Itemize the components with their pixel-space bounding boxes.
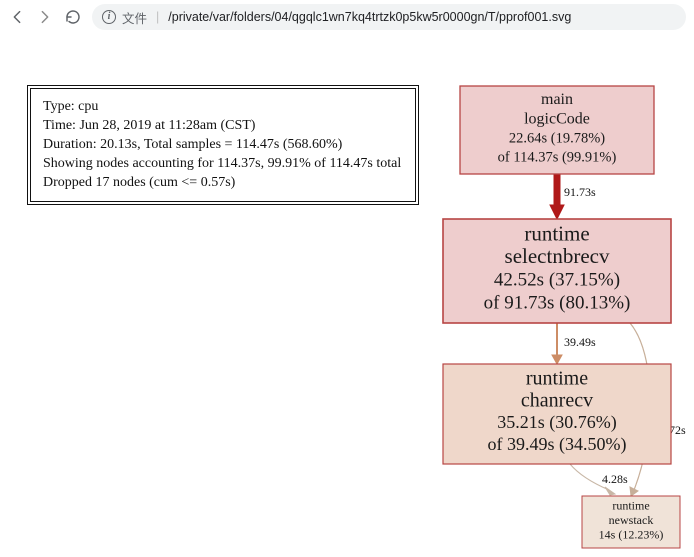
edge-label: 91.73s [564,185,596,199]
node-line: runtime [524,221,589,245]
edge-e4: 4.28s [570,464,628,495]
node-line: 22.64s (19.78%) [509,130,605,146]
node-chanrecv[interactable]: runtimechanrecv35.21s (30.76%)of 39.49s … [443,364,671,464]
url-separator: | [156,10,159,24]
node-line: runtime [612,499,649,513]
reload-button[interactable] [64,8,82,26]
edge-e2: 39.49s [552,323,596,364]
node-selectnbrecv[interactable]: runtimeselectnbrecv42.52s (37.15%)of 91.… [443,219,671,323]
node-line: 14s (12.23%) [599,528,664,542]
node-line: selectnbrecv [505,244,610,268]
node-line: of 114.37s (99.91%) [498,150,617,166]
browser-chrome: i 文件 | /private/var/folders/04/qgqlc1wn7… [0,0,694,34]
node-line: of 39.49s (34.50%) [488,434,627,455]
info-icon: i [102,10,116,24]
node-main[interactable]: main logicCode 22.64s (19.78%) of 114.37s (… [460,86,654,174]
back-button[interactable] [8,8,26,26]
graph-canvas: 91.73s39.49s9.72s4.28smainlogicCode22.64… [0,34,694,552]
node-line: main [541,91,573,108]
node-line: of 91.73s (80.13%) [484,292,631,313]
edge-e1: 91.73s [550,174,596,219]
url-path: /private/var/folders/04/qgqlc1wn7kq4trtz… [168,10,571,24]
node-newstack[interactable]: runtimenewstack14s (12.23%) [582,496,680,548]
edge-label: 39.49s [564,335,596,349]
node-line: 42.52s (37.15%) [494,270,620,291]
url-bar[interactable]: i 文件 | /private/var/folders/04/qgqlc1wn7… [92,4,686,30]
edge-label: 4.28s [602,472,628,486]
forward-button[interactable] [36,8,54,26]
node-line: 35.21s (30.76%) [497,412,617,433]
node-line: runtime [526,368,588,390]
node-line: chanrecv [521,389,593,411]
node-line: logicCode [524,110,590,127]
node-line: newstack [609,513,654,527]
url-scheme-label: 文件 [122,8,147,27]
